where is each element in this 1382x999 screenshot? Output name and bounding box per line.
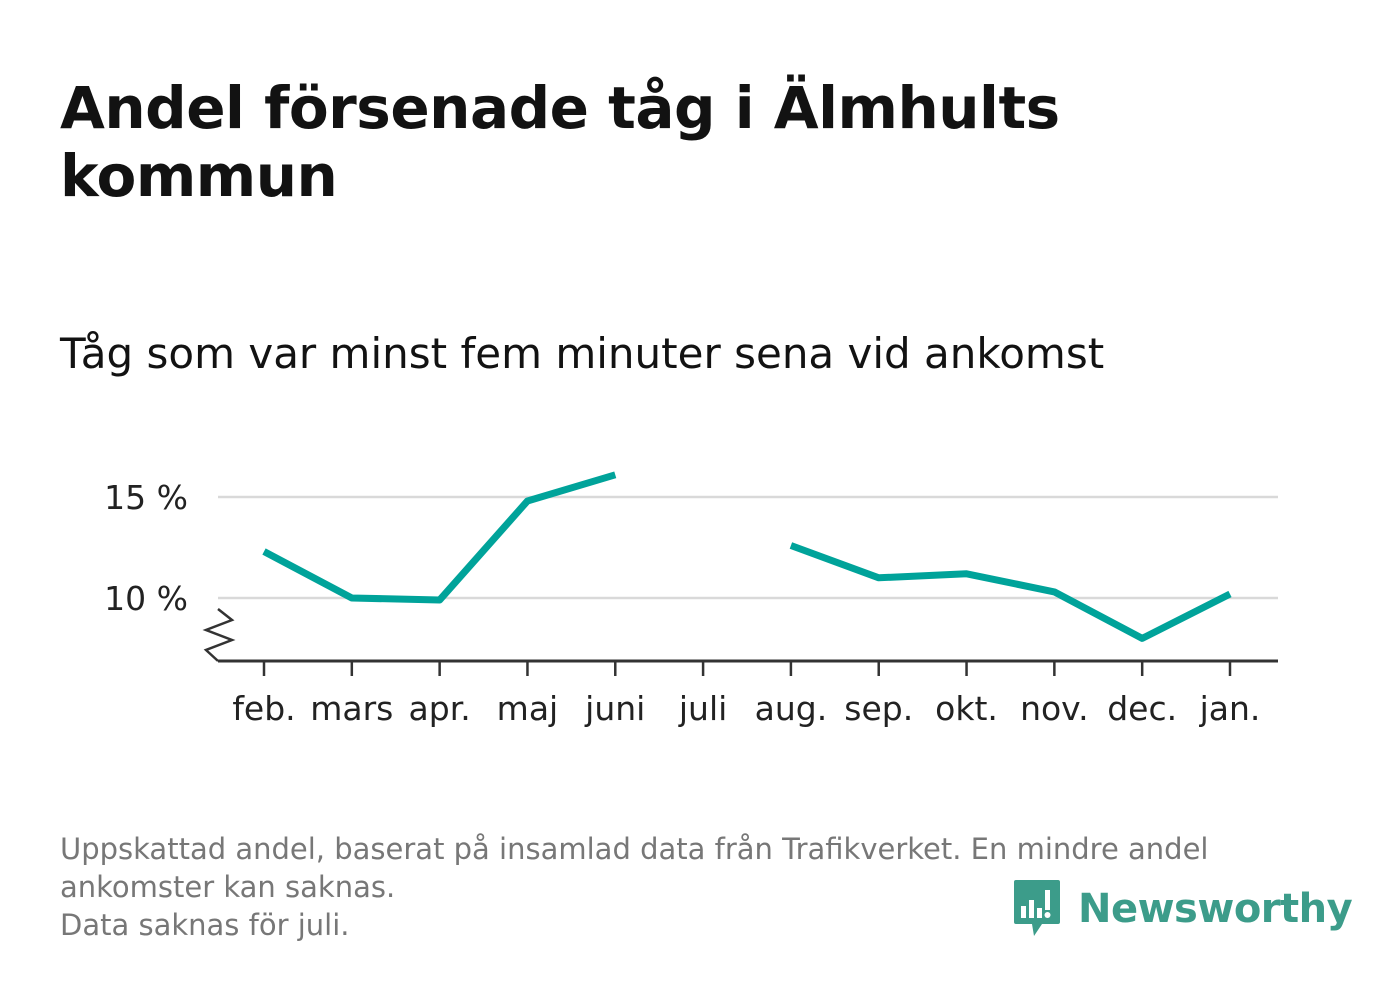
footnote-line: Uppskattad andel, baserat på insamlad da…: [60, 832, 1209, 866]
x-tick-label: mars: [310, 689, 393, 728]
brand-logo: Newsworthy: [1012, 878, 1353, 940]
y-tick-label: 15 %: [104, 478, 188, 517]
chart-subtitle: Tåg som var minst fem minuter sena vid a…: [60, 329, 1105, 378]
series-line-segment: [789, 542, 1232, 642]
chart-speech-bubble-icon: [1014, 880, 1060, 936]
footnote: Uppskattad andel, baserat på insamlad da…: [60, 830, 1320, 944]
x-tick-label: aug.: [755, 689, 828, 728]
x-axis: [202, 608, 1278, 663]
x-tick-label: sep.: [844, 689, 913, 728]
x-tick-label: feb.: [232, 689, 295, 728]
series-line-segment: [262, 471, 617, 604]
footnote-line: Data saknas för juli.: [60, 908, 350, 942]
x-axis-ticks: feb. mars apr. maj juni juli aug. sep. okt. nov. d…: [232, 661, 1260, 728]
x-tick-label: apr.: [409, 689, 471, 728]
brand-name: Newsworthy: [1078, 886, 1353, 932]
y-tick-label: 10 %: [104, 579, 188, 618]
x-tick-label: okt.: [935, 689, 998, 728]
chart-title: Andel försenade tåg i Älmhults kommun: [60, 74, 1060, 210]
x-tick-label: dec.: [1107, 689, 1177, 728]
x-tick-label: juni: [584, 689, 645, 728]
gridlines: [218, 495, 1278, 600]
x-tick-label: juli: [678, 689, 727, 728]
x-tick-label: jan.: [1199, 689, 1261, 728]
series-lines: [262, 471, 1232, 642]
y-axis-break-icon: [202, 608, 236, 662]
y-axis-ticks: 10 % 15 %: [104, 478, 188, 618]
x-tick-label: nov.: [1020, 689, 1089, 728]
x-tick-label: maj: [497, 689, 559, 728]
footnote-line: ankomster kan saknas.: [60, 870, 396, 904]
